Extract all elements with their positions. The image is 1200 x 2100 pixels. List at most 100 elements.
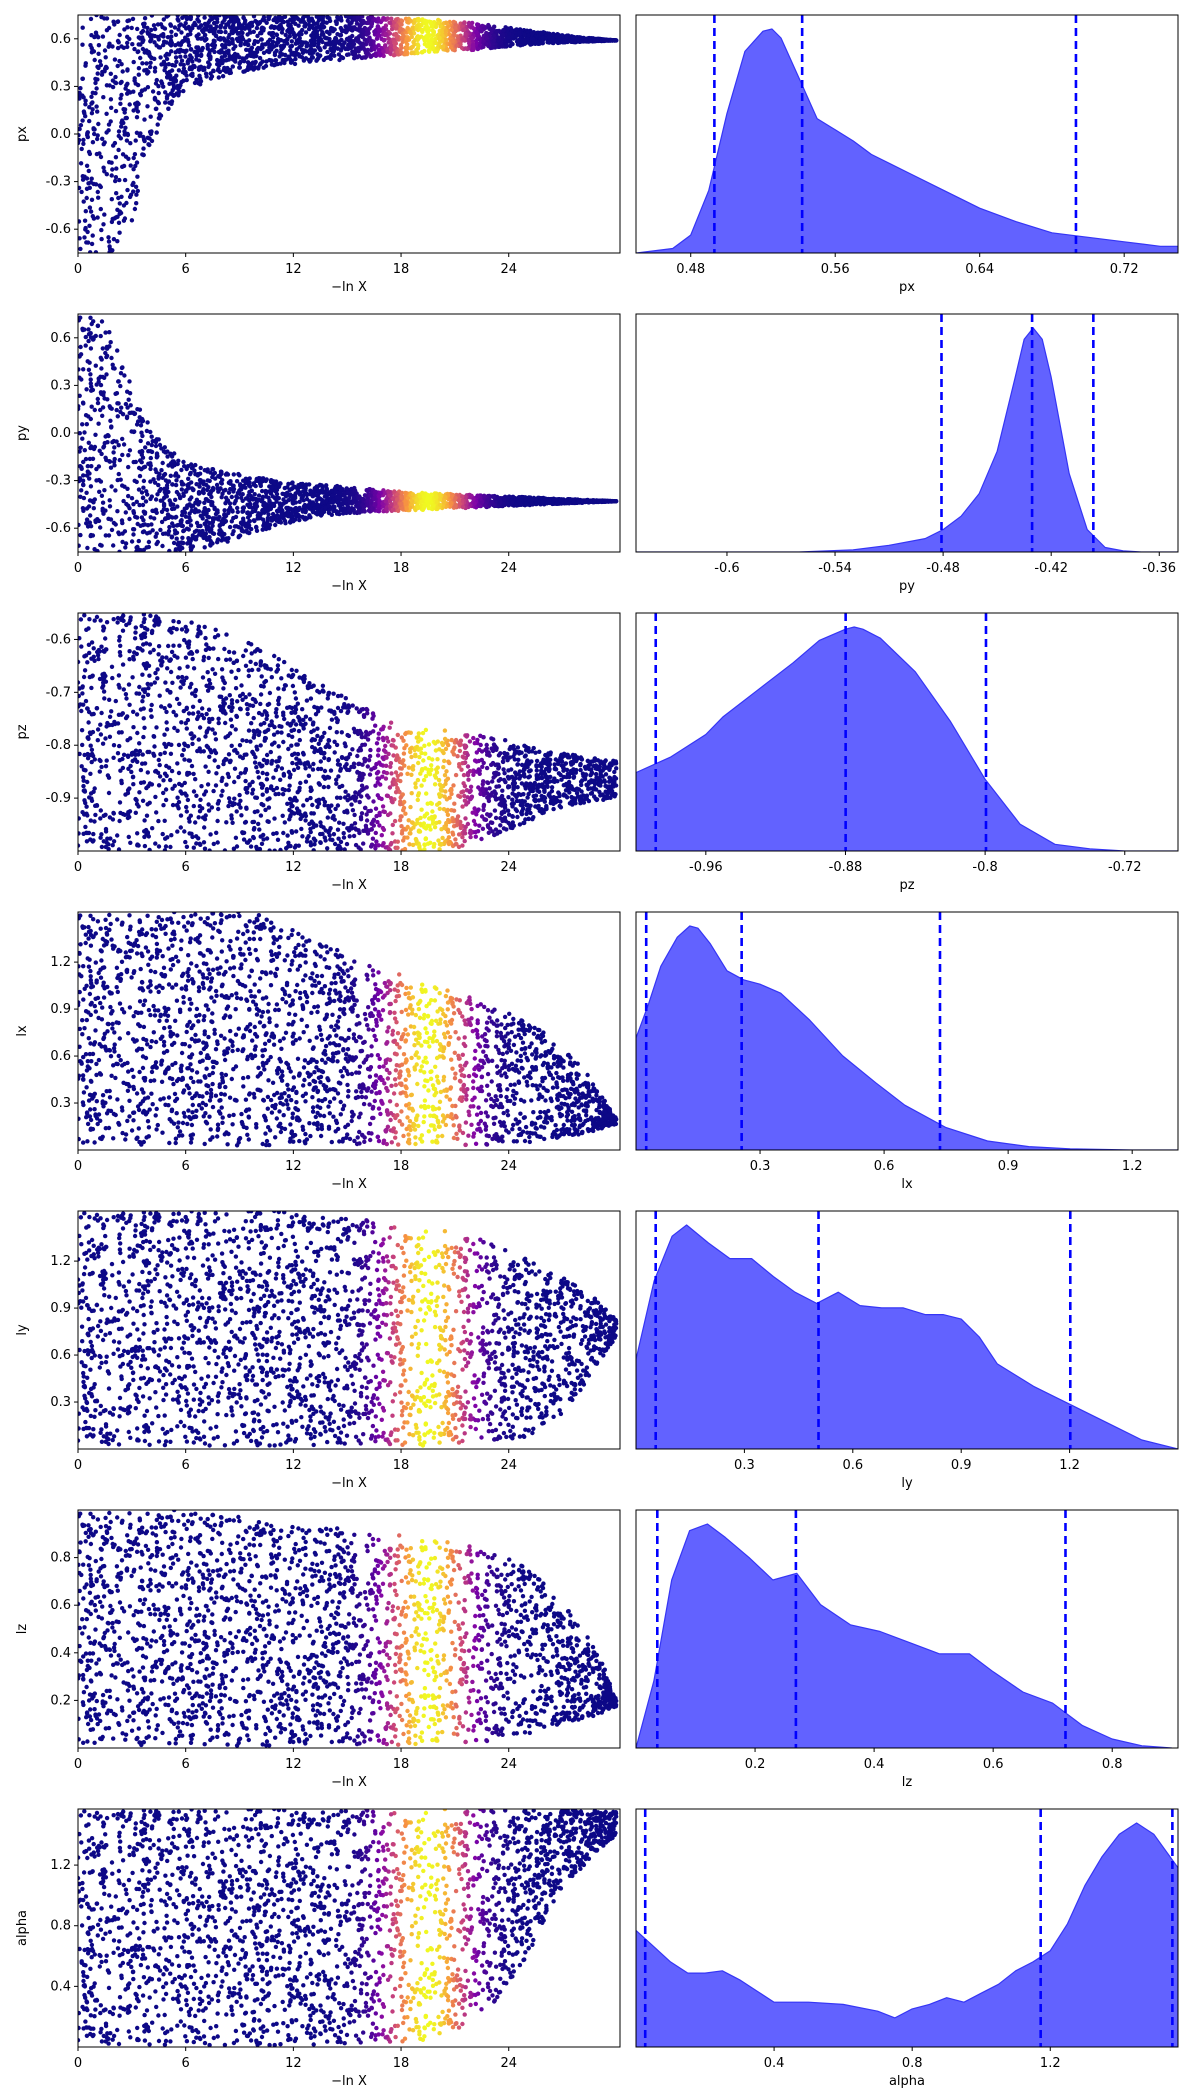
sample-point	[102, 212, 107, 217]
sample-point	[131, 502, 136, 507]
sample-point	[131, 527, 136, 532]
sample-point	[129, 539, 135, 544]
sample-point	[309, 16, 314, 21]
sample-point	[449, 494, 455, 499]
sample-point	[344, 510, 349, 516]
sample-point	[463, 46, 468, 51]
sample-point	[210, 47, 215, 52]
sample-point	[333, 36, 339, 41]
sample-point	[132, 46, 137, 52]
sample-point	[232, 51, 238, 57]
sample-point	[95, 396, 101, 402]
sample-point	[316, 503, 321, 508]
sample-point	[185, 503, 190, 508]
plot-area	[78, 315, 619, 552]
sample-point	[374, 44, 379, 50]
sample-point	[288, 57, 293, 63]
sample-point	[102, 396, 107, 401]
sample-point	[172, 25, 178, 30]
sample-point	[354, 21, 360, 26]
sample-point	[345, 18, 350, 23]
sample-point	[489, 499, 494, 504]
sample-point	[152, 516, 157, 521]
sample-point	[169, 49, 174, 54]
sample-point	[134, 515, 140, 520]
sample-point	[82, 235, 87, 240]
sample-point	[154, 451, 160, 456]
sample-point	[107, 160, 112, 165]
sample-point	[253, 18, 258, 24]
sample-point	[104, 111, 109, 117]
sample-point	[141, 518, 146, 523]
sample-point	[181, 482, 186, 487]
sample-point	[244, 55, 249, 60]
sample-point	[78, 315, 83, 320]
sample-point	[210, 523, 215, 528]
sample-point	[78, 123, 84, 128]
sample-point	[90, 107, 95, 112]
sample-point	[113, 175, 119, 180]
sample-point	[101, 165, 106, 170]
sample-point	[83, 343, 88, 348]
sample-point	[286, 22, 292, 27]
sample-point	[550, 36, 555, 41]
sample-point	[290, 480, 295, 485]
sample-point	[85, 464, 91, 469]
sample-point	[176, 68, 182, 73]
sample-point	[169, 535, 174, 540]
sample-point	[148, 515, 153, 520]
sample-point	[258, 30, 263, 35]
sample-point	[299, 31, 304, 37]
sample-point	[140, 28, 146, 34]
sample-point	[355, 504, 361, 509]
sample-point	[82, 448, 88, 453]
sample-point	[540, 35, 545, 41]
sample-point	[196, 32, 201, 37]
sample-point	[180, 15, 185, 20]
sample-point	[276, 496, 281, 501]
sample-point	[381, 28, 387, 33]
sample-point	[114, 407, 119, 413]
sample-point	[100, 413, 105, 418]
sample-point	[136, 101, 141, 107]
sample-point	[425, 44, 430, 49]
sample-point	[85, 130, 91, 135]
sample-point	[383, 31, 388, 37]
sample-point	[92, 547, 97, 552]
sample-point	[361, 496, 366, 502]
sample-point	[161, 17, 166, 22]
sample-point	[115, 63, 120, 69]
sample-point	[140, 61, 145, 66]
sample-point	[304, 492, 310, 498]
sample-point	[78, 126, 82, 132]
sample-point	[506, 35, 511, 40]
sample-point	[270, 516, 275, 522]
sample-point	[416, 18, 421, 23]
sample-point	[438, 24, 443, 29]
sample-point	[153, 534, 158, 539]
sample-point	[114, 166, 119, 171]
sample-point	[107, 83, 112, 88]
sample-point	[205, 44, 210, 49]
sample-point	[103, 533, 109, 538]
sample-point	[114, 439, 119, 444]
sample-point	[291, 17, 296, 23]
sample-point	[264, 489, 269, 494]
sample-point	[485, 497, 490, 503]
sample-point	[92, 57, 97, 63]
sample-point	[217, 58, 222, 63]
sample-point	[333, 489, 338, 495]
sample-point	[125, 405, 130, 410]
sample-point	[203, 534, 208, 539]
sample-point	[101, 222, 106, 227]
sample-point	[156, 84, 161, 89]
sample-point	[311, 34, 316, 39]
sample-point	[81, 199, 86, 204]
sample-point	[125, 34, 130, 39]
sample-point	[377, 51, 382, 56]
sample-point	[321, 499, 326, 505]
sample-point	[108, 418, 113, 423]
sample-point	[102, 440, 108, 446]
sample-point	[156, 37, 161, 42]
sample-point	[399, 506, 405, 511]
